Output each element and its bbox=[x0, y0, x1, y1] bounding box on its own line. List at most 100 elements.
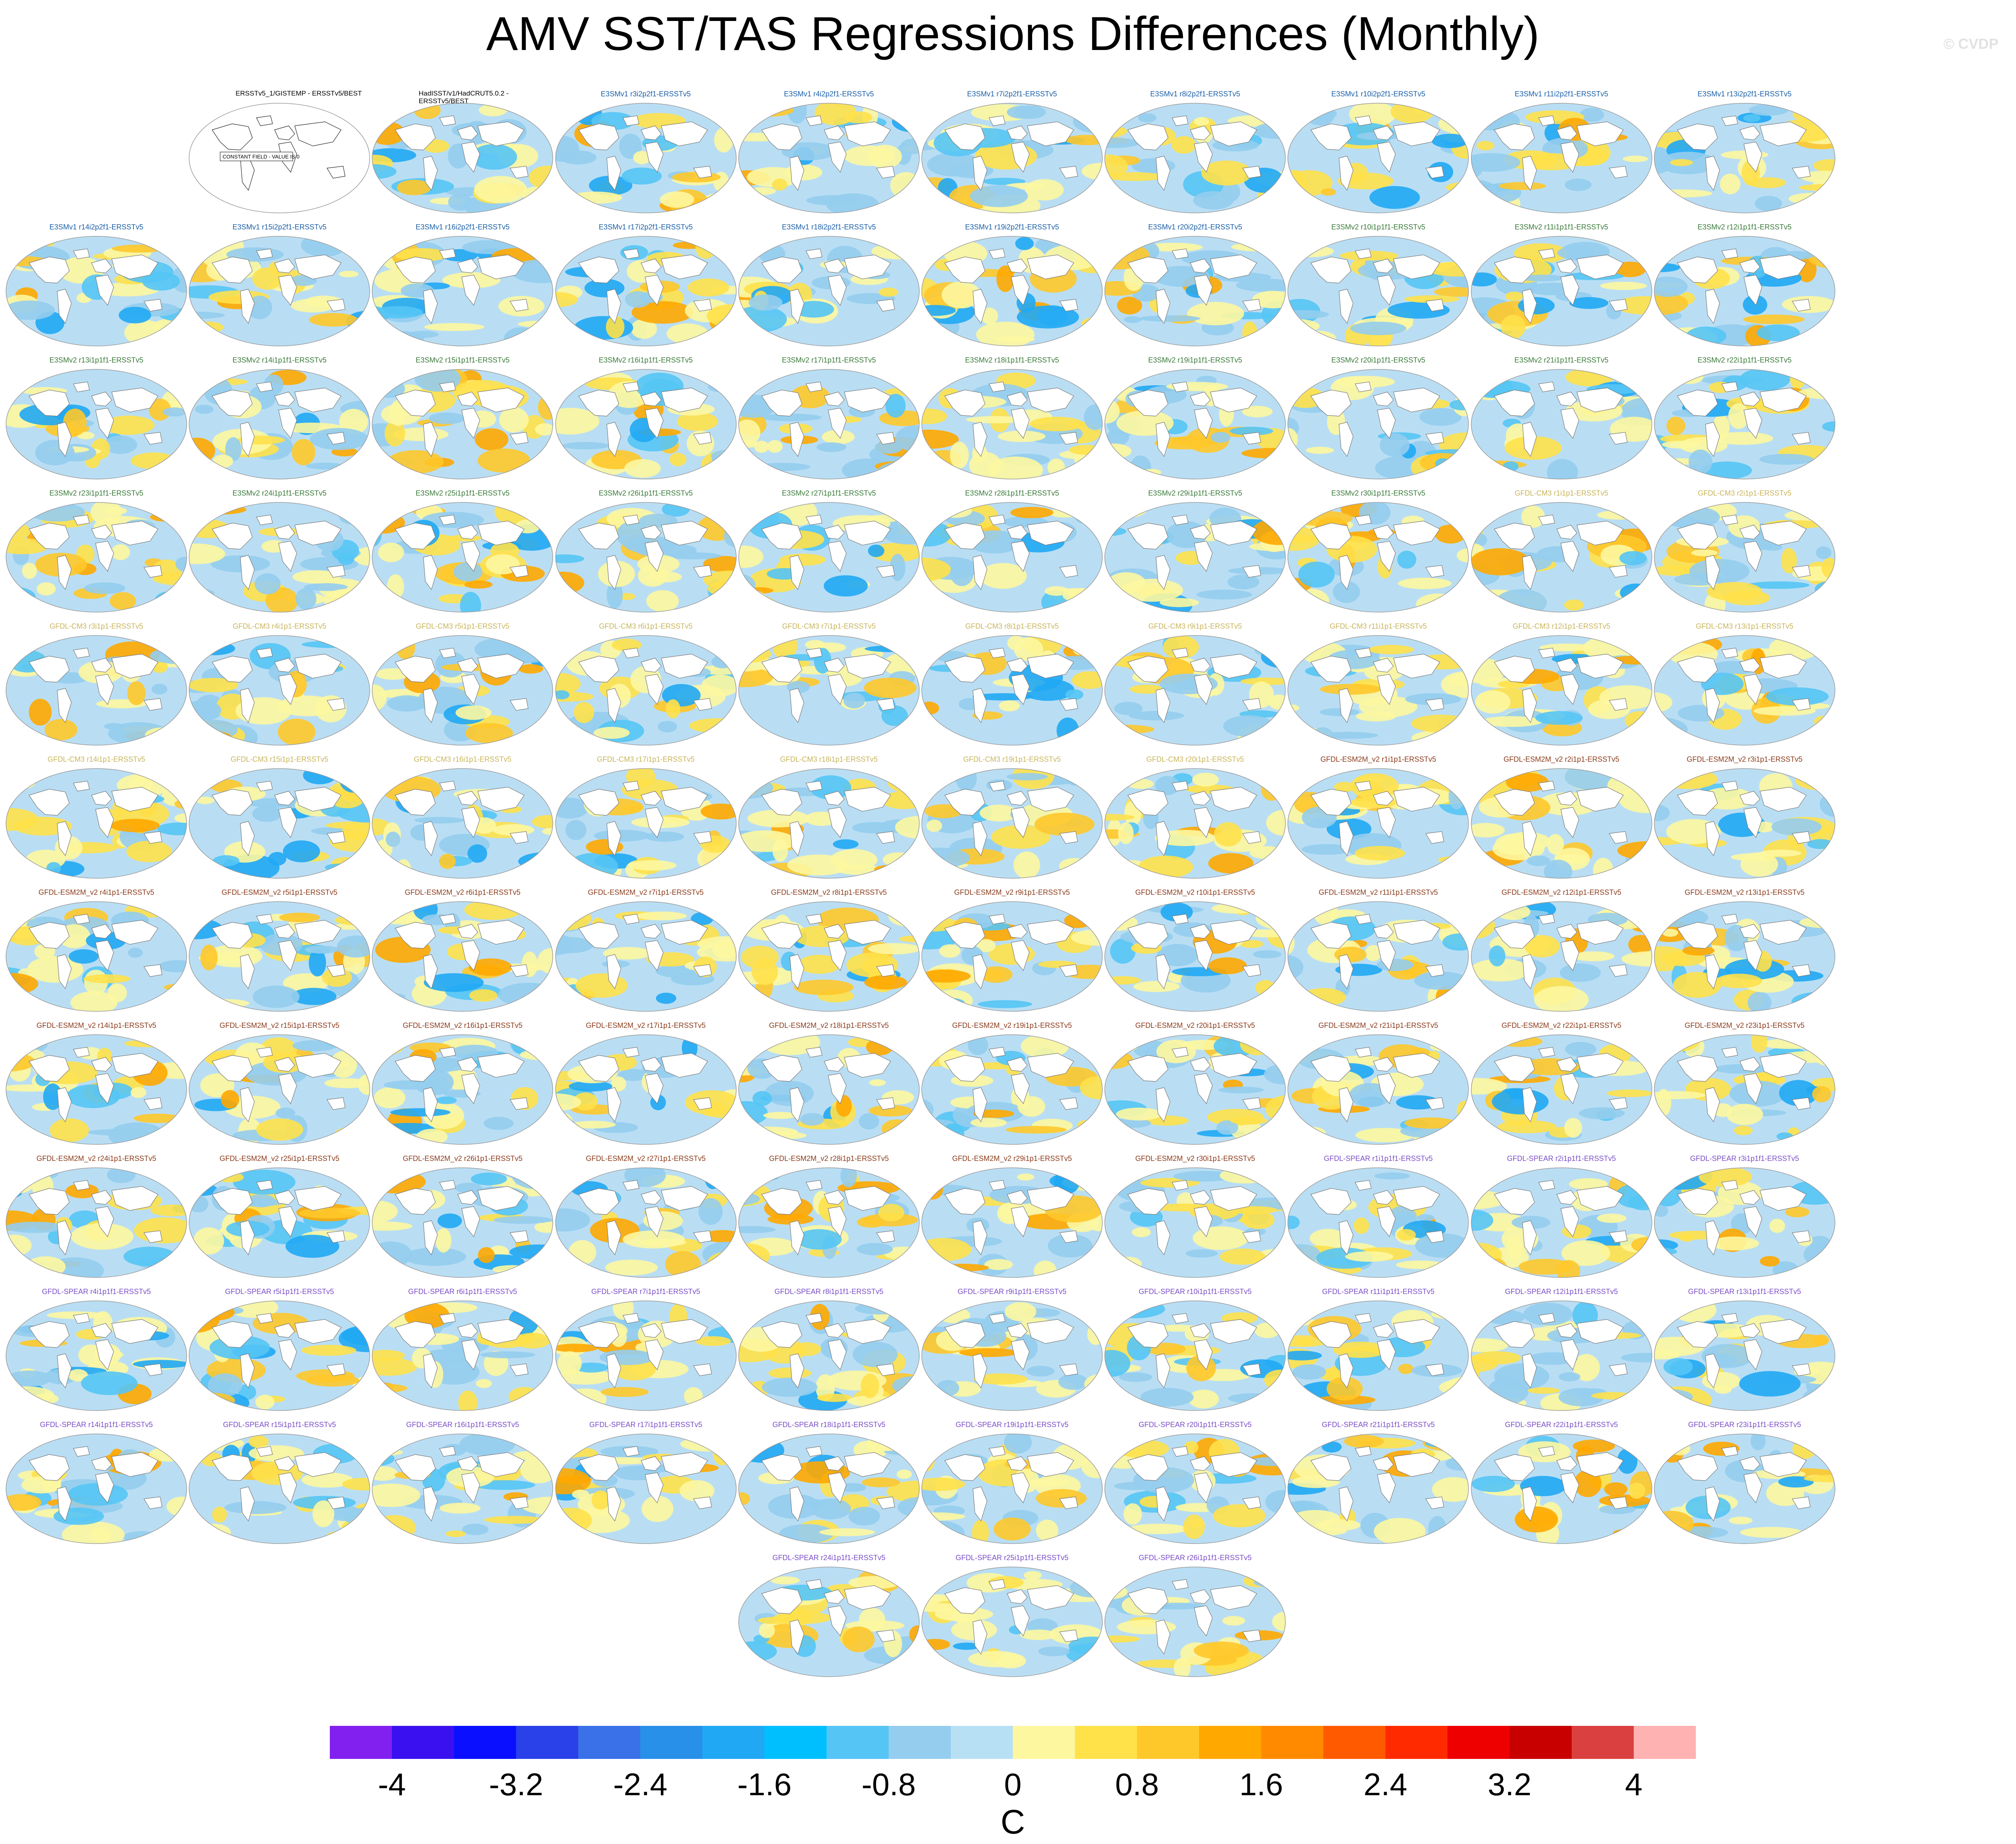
regression-map bbox=[738, 502, 920, 613]
continent-outline bbox=[876, 1363, 895, 1376]
regression-field-patch bbox=[342, 236, 370, 250]
regression-field-patch bbox=[1432, 1477, 1469, 1502]
regression-field-patch bbox=[1080, 1076, 1102, 1099]
continent-outline bbox=[1310, 390, 1352, 417]
panel-title: GFDL-SPEAR r11i1p1f1-ERSSTv5 bbox=[1322, 1288, 1435, 1296]
regression-field-patch bbox=[6, 1221, 65, 1233]
map-border bbox=[921, 103, 1103, 213]
regression-field-patch bbox=[1159, 1325, 1198, 1332]
regression-field-patch bbox=[1414, 971, 1468, 990]
regression-map bbox=[738, 901, 920, 1012]
continent-outline bbox=[789, 289, 804, 324]
regression-field-patch bbox=[81, 1371, 138, 1395]
regression-field-patch bbox=[886, 1480, 919, 1502]
regression-field-patch bbox=[1288, 955, 1304, 980]
continent-outline bbox=[212, 123, 253, 150]
continent-outline bbox=[57, 289, 72, 324]
continent-outline bbox=[1059, 1629, 1078, 1642]
regression-map bbox=[1470, 768, 1652, 879]
regression-map bbox=[555, 1300, 737, 1411]
panel-title: E3SMv1 r14i2p2f1-ERSSTv5 bbox=[49, 223, 144, 231]
regression-field-patch bbox=[589, 175, 632, 196]
map-border bbox=[1287, 236, 1469, 346]
map-panel: GFDL-CM3 r5i1p1-ERSSTv5 bbox=[371, 622, 554, 749]
continent-outline bbox=[1339, 1220, 1354, 1256]
regression-field-patch bbox=[1258, 511, 1286, 521]
regression-field-patch bbox=[22, 563, 37, 579]
regression-field-patch bbox=[464, 580, 493, 589]
map-panel: GFDL-SPEAR r11i1p1f1-ERSSTv5 bbox=[1287, 1287, 1470, 1414]
regression-field-patch bbox=[194, 642, 235, 655]
continent-outline bbox=[461, 807, 481, 838]
continent-outline bbox=[1608, 831, 1628, 844]
regression-field-patch bbox=[1183, 1514, 1205, 1539]
constant-field-text: CONSTANT FIELD - VALUE IS 0 bbox=[223, 154, 300, 160]
continent-outline bbox=[1705, 289, 1720, 324]
regression-field-patch bbox=[469, 989, 498, 1002]
continent-outline bbox=[640, 525, 662, 540]
continent-outline bbox=[693, 698, 712, 711]
continent-outline bbox=[73, 1180, 90, 1191]
continent-outline bbox=[1393, 787, 1441, 812]
map-panel: E3SMv2 r29i1p1f1-ERSSTv5 bbox=[1104, 489, 1287, 616]
regression-field-patch bbox=[1171, 136, 1196, 154]
regression-map bbox=[6, 901, 187, 1012]
regression-field-patch bbox=[622, 1230, 685, 1249]
continent-outline bbox=[944, 523, 985, 550]
continent-outline bbox=[989, 381, 1006, 392]
continent-outline bbox=[1355, 381, 1372, 392]
regression-field-patch bbox=[979, 563, 1027, 589]
regression-field-patch bbox=[476, 1379, 492, 1388]
regression-field-patch bbox=[6, 769, 21, 790]
continent-outline bbox=[1377, 541, 1396, 572]
continent-outline bbox=[1172, 781, 1189, 792]
continent-outline bbox=[1677, 1055, 1718, 1082]
continent-outline bbox=[1059, 1230, 1078, 1243]
regression-map bbox=[189, 502, 370, 613]
regression-field-patch bbox=[763, 1112, 797, 1119]
continent-outline bbox=[1739, 392, 1760, 406]
continent-outline bbox=[973, 954, 987, 990]
continent-outline bbox=[111, 1452, 158, 1477]
continent-outline bbox=[1560, 275, 1579, 306]
panel-title: GFDL-CM3 r20i1p1-ERSSTv5 bbox=[1146, 755, 1244, 763]
continent-outline bbox=[989, 648, 1006, 658]
continent-outline bbox=[461, 1073, 481, 1104]
regression-field-patch bbox=[1211, 432, 1231, 443]
continent-outline bbox=[1011, 275, 1030, 306]
continent-outline bbox=[1011, 408, 1030, 439]
regression-field-patch bbox=[1654, 189, 1712, 198]
regression-field-patch bbox=[931, 998, 965, 1008]
continent-outline bbox=[1355, 1047, 1372, 1058]
regression-field-patch bbox=[1128, 779, 1154, 789]
continent-outline bbox=[1576, 1186, 1624, 1211]
regression-field-patch bbox=[631, 301, 694, 324]
regression-field-patch bbox=[1471, 1130, 1506, 1142]
regression-field-patch bbox=[1396, 1261, 1444, 1269]
continent-outline bbox=[510, 166, 529, 179]
regression-field-patch bbox=[1622, 156, 1648, 162]
regression-field-patch bbox=[1298, 561, 1335, 588]
regression-field-patch bbox=[1591, 1392, 1633, 1400]
regression-field-patch bbox=[698, 1198, 723, 1225]
continent-outline bbox=[693, 964, 712, 977]
continent-outline bbox=[1339, 555, 1354, 590]
regression-field-patch bbox=[1193, 191, 1234, 210]
regression-field-patch bbox=[759, 1623, 775, 1638]
regression-field-patch bbox=[29, 698, 52, 726]
continent-outline bbox=[876, 432, 895, 445]
continent-outline bbox=[91, 1456, 112, 1471]
map-panel: GFDL-SPEAR r20i1p1f1-ERSSTv5 bbox=[1104, 1420, 1287, 1547]
continent-outline bbox=[1156, 954, 1170, 990]
regression-field-patch bbox=[1048, 1234, 1093, 1258]
continent-outline bbox=[828, 674, 847, 705]
regression-field-patch bbox=[1380, 433, 1410, 457]
continent-outline bbox=[1339, 289, 1354, 324]
continent-outline bbox=[1556, 1323, 1577, 1338]
map-panel: GFDL-ESM2M_v2 r27i1p1-ERSSTv5 bbox=[554, 1154, 737, 1281]
map-border bbox=[1287, 1434, 1469, 1544]
regression-map bbox=[372, 1167, 554, 1278]
continent-outline bbox=[693, 299, 712, 312]
continent-outline bbox=[1190, 258, 1211, 273]
regression-field-patch bbox=[1404, 295, 1460, 303]
